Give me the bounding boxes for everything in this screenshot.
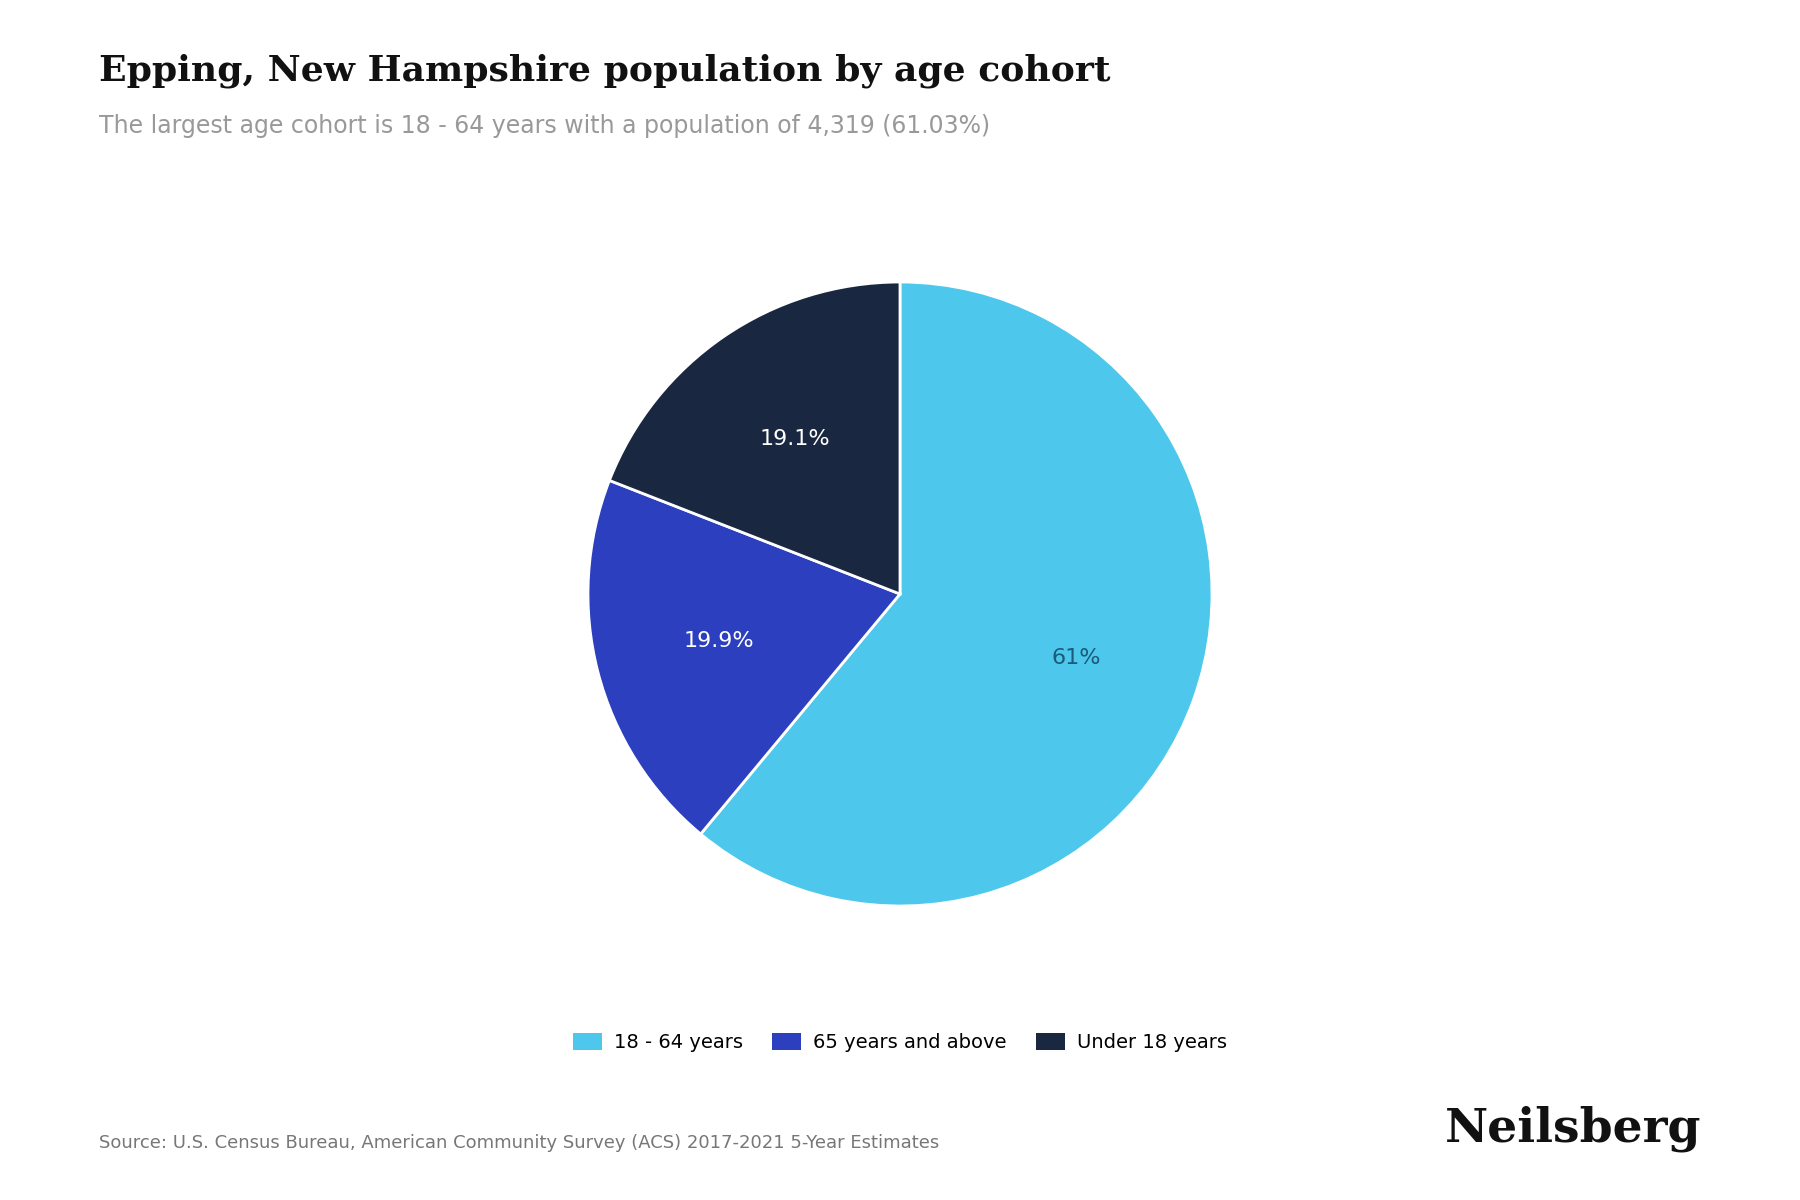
Wedge shape <box>589 480 900 834</box>
Wedge shape <box>610 282 900 594</box>
Text: Epping, New Hampshire population by age cohort: Epping, New Hampshire population by age … <box>99 54 1111 89</box>
Text: Source: U.S. Census Bureau, American Community Survey (ACS) 2017-2021 5-Year Est: Source: U.S. Census Bureau, American Com… <box>99 1134 940 1152</box>
Text: Neilsberg: Neilsberg <box>1444 1105 1701 1152</box>
Text: The largest age cohort is 18 - 64 years with a population of 4,319 (61.03%): The largest age cohort is 18 - 64 years … <box>99 114 990 138</box>
Text: 19.1%: 19.1% <box>760 430 830 450</box>
Text: 19.9%: 19.9% <box>684 631 754 650</box>
Wedge shape <box>700 282 1211 906</box>
Legend: 18 - 64 years, 65 years and above, Under 18 years: 18 - 64 years, 65 years and above, Under… <box>574 1033 1226 1052</box>
Text: 61%: 61% <box>1051 648 1102 667</box>
